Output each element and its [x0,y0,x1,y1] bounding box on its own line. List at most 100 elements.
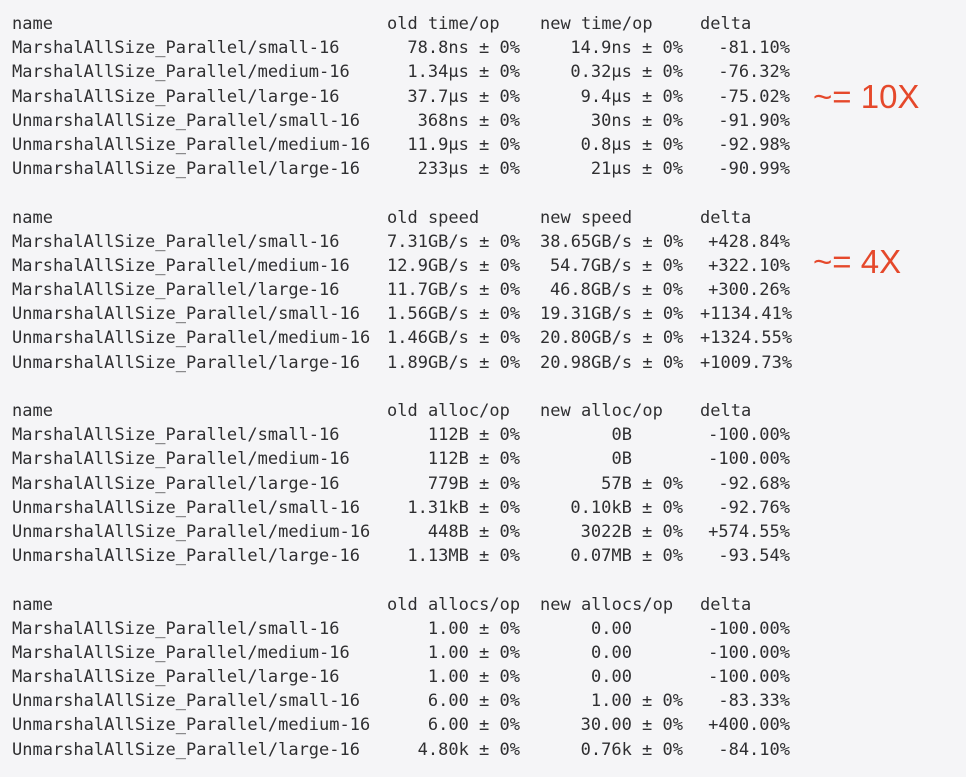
table-row: UnmarshalAllSize_Parallel/medium-16 6.00 … [12,713,966,737]
benchmark-name: UnmarshalAllSize_Parallel/large-16 [12,352,360,373]
benchmark-name: MarshalAllSize_Parallel/small-16 [12,38,340,59]
new-value: 38.65GB/s ± 0% [540,231,684,252]
table-row: UnmarshalAllSize_Parallel/large-16 4.80k … [12,738,966,762]
old-value: 11.7GB/s ± 0% [387,280,521,301]
table-row: UnmarshalAllSize_Parallel/small-16 368ns … [12,109,966,133]
old-value: 78.8ns ± 0% [407,38,520,59]
new-value: 30.00 ± 0% [580,715,683,736]
table-row: MarshalAllSize_Parallel/large-16 37.7µs ±… [12,85,966,109]
header-row: name old time/op new time/op delta [12,12,966,36]
new-value: 0B [611,449,632,470]
benchmark-name: UnmarshalAllSize_Parallel/small-16 [12,497,360,518]
old-value: 1.34µs ± 0% [407,62,520,83]
table-row: MarshalAllSize_Parallel/medium-16 1.00 ± … [12,641,966,665]
new-value: 9.4µs ± 0% [580,86,683,107]
table-row: UnmarshalAllSize_Parallel/small-16 1.31kB… [12,496,966,520]
benchstat-table-2: name old speed new speed delta MarshalAllSiz… [12,206,966,375]
benchmark-name: MarshalAllSize_Parallel/medium-16 [12,255,350,276]
col-header-name: name [12,207,53,228]
table-row: UnmarshalAllSize_Parallel/small-16 6.00 ±… [12,689,966,713]
col-header-new: new allocs/op [540,594,674,615]
old-value: 448B ± 0% [427,521,520,542]
col-header-name: name [12,14,53,34]
table-row: MarshalAllSize_Parallel/medium-16 1.34µs … [12,60,966,84]
table-row: UnmarshalAllSize_Parallel/small-16 1.56GB… [12,302,966,326]
benchmark-name: UnmarshalAllSize_Parallel/large-16 [12,159,360,180]
new-value: 14.9ns ± 0% [570,38,683,59]
old-value: 4.80k ± 0% [417,739,520,760]
col-header-old: old time/op [387,14,500,34]
old-value: 6.00 ± 0% [427,715,520,736]
col-header-delta: delta [700,14,752,34]
delta-value: -93.54% [718,546,790,567]
table-row: UnmarshalAllSize_Parallel/medium-16 11.9µ… [12,133,966,157]
new-value: 0.07MB ± 0% [570,546,683,567]
old-value: 12.9GB/s ± 0% [387,255,521,276]
new-value: 57B ± 0% [601,473,683,494]
old-value: 1.00 ± 0% [427,642,520,663]
benchmark-name: UnmarshalAllSize_Parallel/medium-16 [12,134,371,155]
delta-value: +1009.73% [700,352,793,373]
new-value: 46.8GB/s ± 0% [549,280,683,301]
col-header-delta: delta [700,594,752,615]
blank-line [12,568,966,592]
benchmark-name: MarshalAllSize_Parallel/medium-16 [12,642,350,663]
delta-value: -91.90% [718,110,790,131]
delta-value: +1134.41% [700,304,793,325]
new-value: 0B [611,425,632,446]
header-row: name old allocs/op new allocs/op delta [12,593,966,617]
new-value: 54.7GB/s ± 0% [549,255,683,276]
old-value: 1.89GB/s ± 0% [387,352,521,373]
table-row: MarshalAllSize_Parallel/small-16 78.8ns ±… [12,36,966,60]
header-row: name old speed new speed delta [12,206,966,230]
delta-value: -100.00% [708,425,790,446]
new-value: 0.10kB ± 0% [570,497,683,518]
old-value: 11.9µs ± 0% [407,134,520,155]
table-row: UnmarshalAllSize_Parallel/medium-16 448B … [12,520,966,544]
benchmark-name: MarshalAllSize_Parallel/large-16 [12,667,340,688]
old-value: 368ns ± 0% [417,110,520,131]
benchstat-table-4: name old allocs/op new allocs/op delta Marsh… [12,593,966,762]
benchmark-name: MarshalAllSize_Parallel/large-16 [12,86,340,107]
col-header-new: new time/op [540,14,653,34]
table-row: UnmarshalAllSize_Parallel/large-16 233µs … [12,157,966,181]
new-value: 21µs ± 0% [590,159,683,180]
old-value: 7.31GB/s ± 0% [387,231,521,252]
delta-value: +1324.55% [700,328,793,349]
table-row: MarshalAllSize_Parallel/small-16 7.31GB/s… [12,230,966,254]
annotation-10x: ~= 10X [813,78,920,115]
benchmark-name: UnmarshalAllSize_Parallel/small-16 [12,304,360,325]
benchmark-name: UnmarshalAllSize_Parallel/large-16 [12,739,360,760]
delta-value: -100.00% [708,642,790,663]
new-value: 0.00 [591,642,632,663]
old-value: 1.00 ± 0% [427,618,520,639]
table-row: UnmarshalAllSize_Parallel/medium-16 1.46G… [12,326,966,350]
col-header-delta: delta [700,207,752,228]
delta-value: -92.98% [718,134,790,155]
delta-value: -100.00% [708,618,790,639]
table-row: MarshalAllSize_Parallel/large-16 1.00 ± 0… [12,665,966,689]
benchmark-name: UnmarshalAllSize_Parallel/large-16 [12,546,360,567]
old-value: 1.31kB ± 0% [407,497,520,518]
header-row: name old alloc/op new alloc/op delta [12,399,966,423]
annotation-4x: ~= 4X [813,243,902,280]
new-value: 0.00 [591,618,632,639]
benchmark-name: UnmarshalAllSize_Parallel/medium-16 [12,328,371,349]
table-row: MarshalAllSize_Parallel/small-16 112B ± 0… [12,423,966,447]
col-header-old: old speed [387,207,480,228]
new-value: 0.8µs ± 0% [580,134,683,155]
col-header-new: new alloc/op [540,401,663,421]
delta-value: +574.55% [708,521,790,542]
new-value: 0.00 [591,667,632,688]
old-value: 233µs ± 0% [417,159,520,180]
table-row: MarshalAllSize_Parallel/medium-16 12.9GB/… [12,254,966,278]
old-value: 1.13MB ± 0% [407,546,520,567]
table-row: UnmarshalAllSize_Parallel/large-16 1.13MB… [12,544,966,568]
benchmark-name: UnmarshalAllSize_Parallel/medium-16 [12,715,371,736]
delta-value: -76.32% [718,62,790,83]
benchmark-name: MarshalAllSize_Parallel/large-16 [12,473,340,494]
blank-line [12,181,966,205]
delta-value: -75.02% [718,86,790,107]
benchmark-name: MarshalAllSize_Parallel/small-16 [12,231,340,252]
old-value: 112B ± 0% [427,449,520,470]
